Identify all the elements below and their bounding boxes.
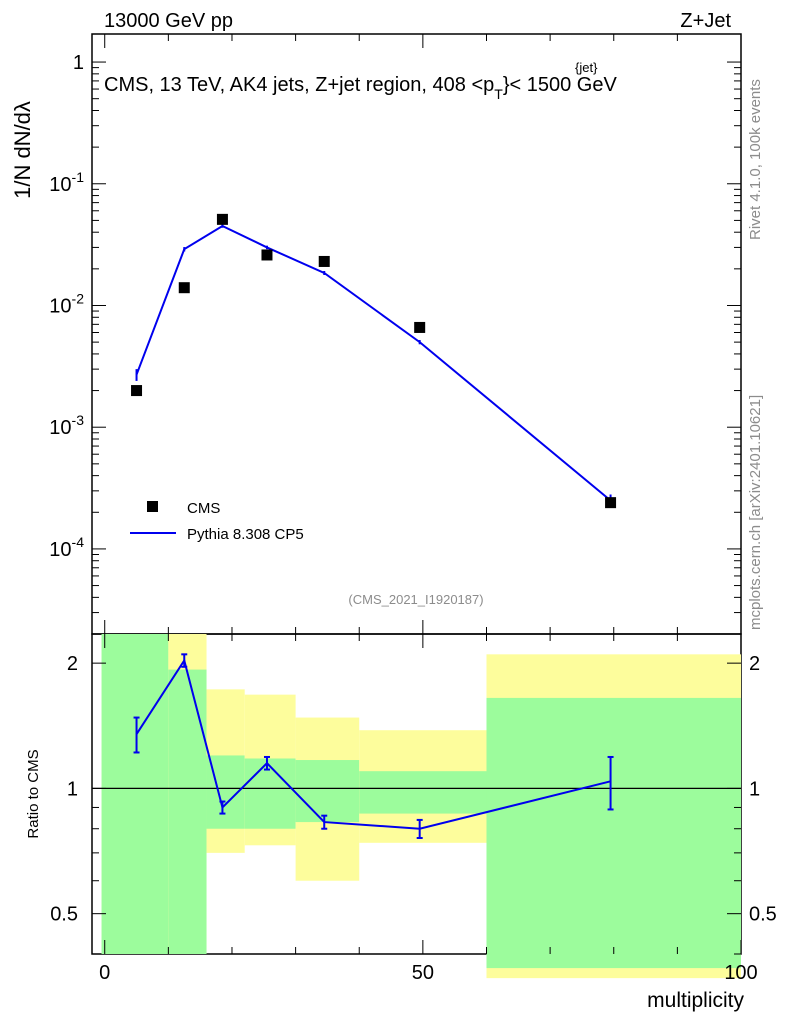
process-label: Z+Jet xyxy=(680,10,731,32)
ratio-bands xyxy=(101,634,741,979)
cms-data-point xyxy=(605,497,617,509)
main-y-tick-label-exp: -2 xyxy=(72,290,85,306)
ratio-y-tick-label-left: 0.5 xyxy=(50,904,78,926)
ratio-y-tick-label-right: 2 xyxy=(749,653,760,675)
main-y-tick-label: 10-2 xyxy=(49,290,84,317)
plot-title: CMS, 13 TeV, AK4 jets, Z+jet region, 408… xyxy=(104,74,617,102)
cms-data-point xyxy=(178,282,190,294)
cms-data-point xyxy=(261,249,273,261)
plot-title-sup: {jet} xyxy=(575,60,598,75)
cms-data-point xyxy=(216,213,228,225)
plot-title-sub: T xyxy=(494,86,503,102)
ratio-y-tick-label-right: 0.5 xyxy=(749,904,777,926)
ratio-band-inner-6 xyxy=(486,697,741,969)
x-tick-label: 0 xyxy=(99,962,110,984)
ratio-marks xyxy=(133,653,614,840)
energy-label: 13000 GeV pp xyxy=(104,10,233,32)
main-y-tick-label-exp: -4 xyxy=(72,534,85,550)
main-y-tick-label: 10-4 xyxy=(49,534,84,561)
main-y-tick-label-base: 10 xyxy=(49,174,71,196)
main-y-tick-label-exp: -3 xyxy=(72,412,85,428)
ratio-band-inner-4 xyxy=(295,760,360,823)
cms-data-point xyxy=(318,255,330,267)
y-axis-label-main: 1/N dN/dλ xyxy=(10,101,35,199)
mc-line xyxy=(135,224,612,502)
main-plot-frame xyxy=(91,33,742,635)
main-marks xyxy=(131,213,617,509)
main-y-tick-label-base: 10 xyxy=(49,295,71,317)
legend-data-marker xyxy=(147,501,158,512)
x-tick-label: 50 xyxy=(412,962,434,984)
x-tick-label: 100 xyxy=(724,962,757,984)
ratio-band-inner-3 xyxy=(244,758,296,829)
plot-title-main: CMS, 13 TeV, AK4 jets, Z+jet region, 408… xyxy=(104,74,494,96)
legend-mc-label: Pythia 8.308 CP5 xyxy=(187,526,304,543)
main-y-tick-label: 1 xyxy=(73,52,84,74)
cms-data-point xyxy=(131,385,143,397)
ratio-y-tick-label-left: 2 xyxy=(67,653,78,675)
legend-data-label: CMS xyxy=(187,500,220,517)
cms-data-point xyxy=(414,321,426,333)
ratio-band-inner-1 xyxy=(168,669,207,954)
analysis-id: (CMS_2021_I1920187) xyxy=(348,592,483,607)
plot-title-end: }< 1500 GeV xyxy=(503,74,618,96)
axes-ticks: 110-110-210-310-40.5 0.51 12 20 50 100 xyxy=(49,34,777,984)
x-axis-label: multiplicity xyxy=(647,989,744,1012)
ratio-band-inner-5 xyxy=(359,771,487,814)
ratio-y-tick-label-right: 1 xyxy=(749,778,760,800)
y-axis-label-ratio: Ratio to CMS xyxy=(25,749,42,838)
main-y-tick-label: 10-1 xyxy=(49,169,84,196)
main-y-tick-label-base: 10 xyxy=(49,417,71,439)
main-y-tick-label: 10-3 xyxy=(49,412,84,439)
main-y-tick-label-exp: -1 xyxy=(72,169,85,185)
ratio-y-tick-label-left: 1 xyxy=(67,778,78,800)
main-y-tick-label-base: 10 xyxy=(49,539,71,561)
mcplots-label: mcplots.cern.ch [arXiv:2401.10621] xyxy=(747,395,764,630)
ratio-band-inner-0 xyxy=(101,634,169,954)
rivet-label: Rivet 4.1.0, 100k events xyxy=(747,79,764,240)
